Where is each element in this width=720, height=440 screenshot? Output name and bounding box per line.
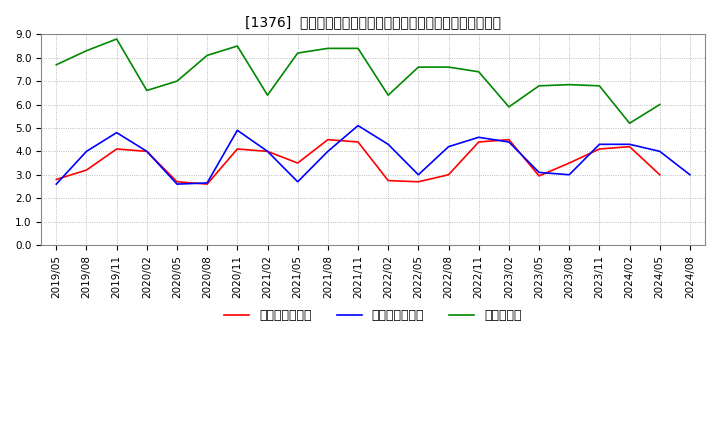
- 売上債権回転率: [82, 168, 91, 173]
- 買入債務回転率: [625, 142, 634, 147]
- 買入債務回転率: [414, 172, 423, 177]
- 在庫回転率: [535, 83, 544, 88]
- Title: [1376]  売上債権回転率、買入債務回転率、在庫回転率の推移: [1376] 売上債権回転率、買入債務回転率、在庫回転率の推移: [245, 15, 501, 29]
- 在庫回転率: [233, 44, 242, 49]
- 在庫回転率: [112, 37, 121, 42]
- 在庫回転率: [323, 46, 332, 51]
- Legend: 売上債権回転率, 買入債務回転率, 在庫回転率: 売上債権回転率, 買入債務回転率, 在庫回転率: [220, 304, 527, 327]
- 売上債権回転率: [625, 144, 634, 149]
- 売上債権回転率: [384, 178, 392, 183]
- 在庫回転率: [203, 53, 212, 58]
- 買入債務回転率: [233, 128, 242, 133]
- 売上債権回転率: [293, 161, 302, 166]
- 買入債務回転率: [354, 123, 362, 128]
- 買入債務回転率: [384, 142, 392, 147]
- 売上債権回転率: [143, 149, 151, 154]
- 買入債務回転率: [173, 181, 181, 187]
- 買入債務回転率: [264, 149, 272, 154]
- Line: 買入債務回転率: 買入債務回転率: [56, 125, 690, 184]
- 売上債権回転率: [535, 173, 544, 179]
- 売上債権回転率: [264, 149, 272, 154]
- 買入債務回転率: [293, 179, 302, 184]
- 売上債権回転率: [233, 147, 242, 152]
- 在庫回転率: [293, 51, 302, 56]
- 在庫回転率: [655, 102, 664, 107]
- 売上債権回転率: [112, 147, 121, 152]
- 在庫回転率: [384, 92, 392, 98]
- 在庫回転率: [52, 62, 60, 67]
- 在庫回転率: [565, 82, 574, 87]
- Line: 売上債権回転率: 売上債権回転率: [56, 139, 660, 184]
- 買入債務回転率: [143, 149, 151, 154]
- 買入債務回転率: [323, 149, 332, 154]
- 買入債務回転率: [444, 144, 453, 149]
- 売上債権回転率: [444, 172, 453, 177]
- 買入債務回転率: [203, 180, 212, 186]
- 売上債権回転率: [414, 179, 423, 184]
- 売上債権回転率: [354, 139, 362, 145]
- 売上債権回転率: [595, 147, 603, 152]
- 売上債権回転率: [474, 139, 483, 145]
- 在庫回転率: [82, 48, 91, 53]
- 買入債務回転率: [685, 172, 694, 177]
- 買入債務回転率: [82, 149, 91, 154]
- 在庫回転率: [414, 64, 423, 70]
- 在庫回転率: [595, 83, 603, 88]
- 売上債権回転率: [173, 179, 181, 184]
- 在庫回転率: [625, 121, 634, 126]
- 買入債務回転率: [535, 170, 544, 175]
- 在庫回転率: [505, 104, 513, 110]
- 在庫回転率: [444, 64, 453, 70]
- 在庫回転率: [143, 88, 151, 93]
- 買入債務回転率: [505, 139, 513, 145]
- 売上債権回転率: [505, 137, 513, 142]
- 買入債務回転率: [112, 130, 121, 135]
- 売上債権回転率: [323, 137, 332, 142]
- 在庫回転率: [173, 78, 181, 84]
- 買入債務回転率: [595, 142, 603, 147]
- 売上債権回転率: [655, 172, 664, 177]
- 在庫回転率: [354, 46, 362, 51]
- 買入債務回転率: [655, 149, 664, 154]
- 買入債務回転率: [565, 172, 574, 177]
- 在庫回転率: [264, 92, 272, 98]
- Line: 在庫回転率: 在庫回転率: [56, 39, 660, 123]
- 買入債務回転率: [52, 181, 60, 187]
- 売上債権回転率: [203, 181, 212, 187]
- 買入債務回転率: [474, 135, 483, 140]
- 売上債権回転率: [565, 161, 574, 166]
- 売上債権回転率: [52, 177, 60, 182]
- 在庫回転率: [474, 69, 483, 74]
